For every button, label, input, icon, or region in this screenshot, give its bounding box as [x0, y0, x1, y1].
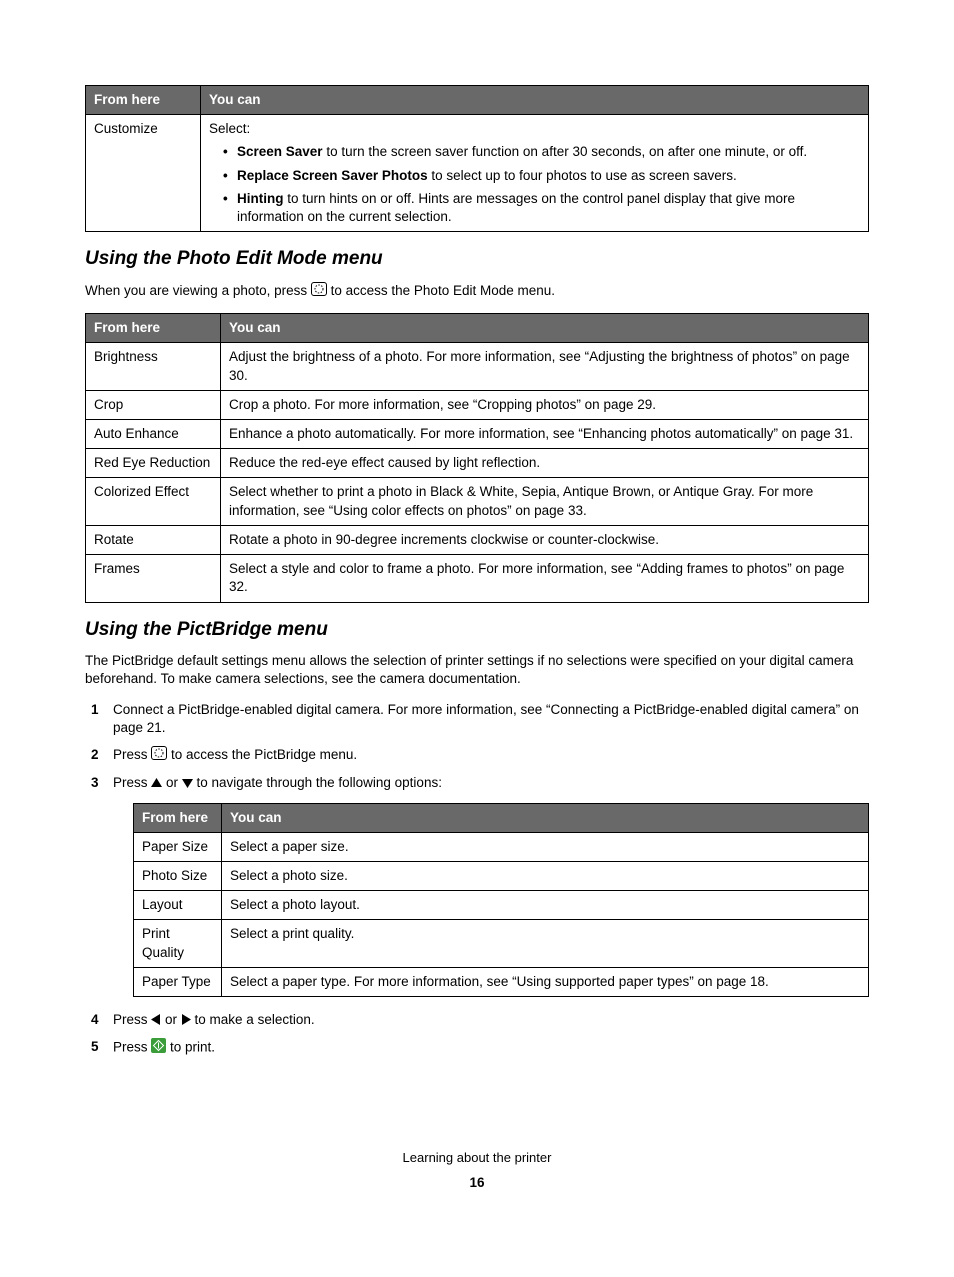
cell-label: Paper Size [134, 832, 222, 861]
cell-content: Rotate a photo in 90-degree increments c… [221, 525, 869, 554]
cell-label: Print Quality [134, 920, 222, 967]
left-arrow-icon [151, 1012, 161, 1030]
step-item: 1Connect a PictBridge-enabled digital ca… [105, 701, 869, 737]
cell-label: Colorized Effect [86, 478, 221, 525]
table-row: Auto EnhanceEnhance a photo automaticall… [86, 420, 869, 449]
list-item: Replace Screen Saver Photos to select up… [223, 167, 860, 185]
table-row: LayoutSelect a photo layout. [134, 891, 869, 920]
table-row: Paper SizeSelect a paper size. [134, 832, 869, 861]
table-row: FramesSelect a style and color to frame … [86, 555, 869, 602]
customize-table: From here You can Customize Select: Scre… [85, 85, 869, 232]
cell-content: Crop a photo. For more information, see … [221, 390, 869, 419]
pictbridge-steps: 1Connect a PictBridge-enabled digital ca… [85, 701, 869, 1059]
cell-content: Select a paper size. [222, 832, 869, 861]
cell-content: Select: Screen Saver to turn the screen … [201, 115, 869, 232]
customize-options-list: Screen Saver to turn the screen saver fu… [209, 143, 860, 226]
table-row: Photo SizeSelect a photo size. [134, 861, 869, 890]
cell-content: Select a style and color to frame a phot… [221, 555, 869, 602]
table-row: Colorized EffectSelect whether to print … [86, 478, 869, 525]
step-item: 2Press to access the PictBridge menu. [105, 746, 869, 765]
table-row: BrightnessAdjust the brightness of a pho… [86, 343, 869, 390]
page-number: 16 [85, 1174, 869, 1192]
cell-label: Photo Size [134, 861, 222, 890]
table-header: You can [221, 314, 869, 343]
cell-label: Auto Enhance [86, 420, 221, 449]
cell-label: Crop [86, 390, 221, 419]
cell-label: Layout [134, 891, 222, 920]
cell-label: Paper Type [134, 967, 222, 996]
cell-content: Reduce the red-eye effect caused by ligh… [221, 449, 869, 478]
photo-edit-heading: Using the Photo Edit Mode menu [85, 246, 869, 272]
cell-label: Frames [86, 555, 221, 602]
pictbridge-table: From here You can Paper SizeSelect a pap… [133, 803, 869, 998]
table-row: RotateRotate a photo in 90-degree increm… [86, 525, 869, 554]
table-header: You can [222, 803, 869, 832]
right-arrow-icon [181, 1012, 191, 1030]
cell-label: Red Eye Reduction [86, 449, 221, 478]
table-row: Print QualitySelect a print quality. [134, 920, 869, 967]
table-header: You can [201, 86, 869, 115]
list-item: Hinting to turn hints on or off. Hints a… [223, 190, 860, 226]
edit-mode-icon [311, 282, 327, 301]
cell-content: Select a photo layout. [222, 891, 869, 920]
cell-content: Select a print quality. [222, 920, 869, 967]
cell-content: Enhance a photo automatically. For more … [221, 420, 869, 449]
step-item: 5Press to print. [105, 1038, 869, 1058]
cell-label: Rotate [86, 525, 221, 554]
pictbridge-intro: The PictBridge default settings menu all… [85, 652, 869, 688]
cell-label: Customize [86, 115, 201, 232]
table-row: Paper TypeSelect a paper type. For more … [134, 967, 869, 996]
cell-content: Adjust the brightness of a photo. For mo… [221, 343, 869, 390]
step-item: 4Press or to make a selection. [105, 1011, 869, 1029]
footer-text: Learning about the printer [85, 1149, 869, 1167]
pictbridge-heading: Using the PictBridge menu [85, 617, 869, 643]
table-row: Customize Select: Screen Saver to turn t… [86, 115, 869, 232]
print-icon [151, 1038, 166, 1058]
cell-label: Brightness [86, 343, 221, 390]
edit-mode-icon [151, 746, 167, 765]
up-arrow-icon [151, 775, 162, 793]
cell-content: Select whether to print a photo in Black… [221, 478, 869, 525]
step-item: 3Press or to navigate through the follow… [105, 774, 869, 997]
cell-content: Select a paper type. For more informatio… [222, 967, 869, 996]
table-row: Red Eye ReductionReduce the red-eye effe… [86, 449, 869, 478]
cell-content: Select a photo size. [222, 861, 869, 890]
photo-edit-intro: When you are viewing a photo, press to a… [85, 282, 869, 301]
table-row: CropCrop a photo. For more information, … [86, 390, 869, 419]
table-header: From here [86, 86, 201, 115]
down-arrow-icon [182, 775, 193, 793]
photo-edit-table: From here You can BrightnessAdjust the b… [85, 313, 869, 602]
list-item: Screen Saver to turn the screen saver fu… [223, 143, 860, 161]
cell-intro: Select: [209, 121, 250, 136]
table-header: From here [134, 803, 222, 832]
table-header: From here [86, 314, 221, 343]
